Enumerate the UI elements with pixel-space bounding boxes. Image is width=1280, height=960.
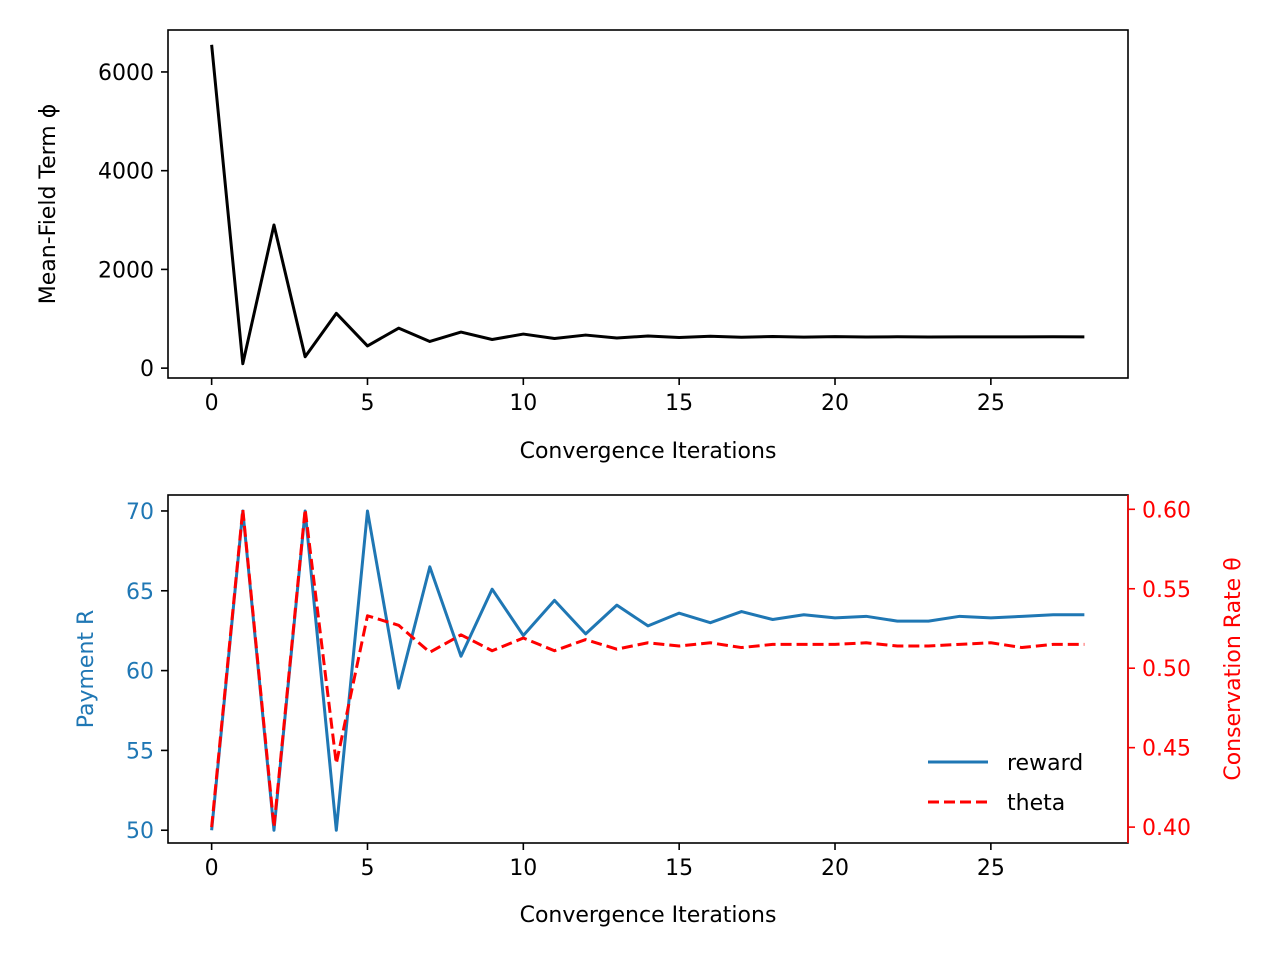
bottom-x-tick-label: 15 — [665, 856, 693, 881]
bottom-y-tick-label: 70 — [126, 500, 154, 525]
top-x-tick-label: 25 — [977, 391, 1005, 416]
bottom-right-y-axis-label: Conservation Rate θ — [1221, 557, 1246, 780]
top-x-tick-label: 15 — [665, 391, 693, 416]
bottom-y2-tick-label: 0.55 — [1142, 578, 1191, 603]
bottom-x-tick-label: 5 — [360, 856, 374, 881]
top-y-tick-label: 0 — [140, 357, 154, 382]
bottom-right-y-ticks: 0.40 0.45 0.50 0.55 0.60 — [1128, 498, 1191, 841]
bottom-x-tick-label: 0 — [205, 856, 219, 881]
bottom-chart-lines — [210, 507, 1085, 832]
bottom-x-tick-label: 25 — [977, 856, 1005, 881]
top-x-ticks: 0 5 10 15 20 25 — [205, 378, 1005, 416]
bottom-y-tick-label: 50 — [126, 819, 154, 844]
bottom-y-tick-label: 55 — [126, 739, 154, 764]
bottom-y2-tick-label: 0.50 — [1142, 657, 1191, 682]
top-y-ticks: 0 2000 4000 6000 — [98, 61, 168, 382]
bottom-y-tick-label: 60 — [126, 660, 154, 685]
top-y-tick-label: 4000 — [98, 160, 154, 185]
bottom-x-axis-label: Convergence Iterations — [520, 903, 777, 928]
bottom-x-tick-label: 10 — [509, 856, 537, 881]
bottom-y2-tick-label: 0.40 — [1142, 816, 1191, 841]
top-chart-frame — [167, 29, 1129, 379]
legend-theta-label: theta — [1007, 791, 1065, 816]
top-y-axis-label: Mean-Field Term ϕ — [36, 104, 61, 304]
bottom-y-tick-label: 65 — [126, 580, 154, 605]
bottom-x-tick-label: 20 — [821, 856, 849, 881]
top-x-tick-label: 10 — [509, 391, 537, 416]
bottom-left-y-axis-label: Payment R — [74, 610, 99, 729]
bottom-x-ticks: 0 5 10 15 20 25 — [205, 843, 1005, 881]
top-x-tick-label: 20 — [821, 391, 849, 416]
legend-reward-label: reward — [1007, 751, 1083, 776]
bottom-series-line-theta — [210, 507, 1085, 829]
legend: reward theta — [928, 751, 1083, 816]
top-x-tick-label: 0 — [205, 391, 219, 416]
top-x-axis-label: Convergence Iterations — [520, 439, 777, 464]
bottom-left-y-ticks: 50 55 60 65 70 — [126, 500, 168, 844]
bottom-y2-tick-label: 0.60 — [1142, 498, 1191, 523]
top-x-tick-label: 5 — [360, 391, 374, 416]
top-y-tick-label: 6000 — [98, 61, 154, 86]
bottom-y2-tick-label: 0.45 — [1142, 737, 1191, 762]
top-chart-panel: 0 5 10 15 20 25 0 2000 4000 6000 Convergence Ite… — [36, 29, 1129, 464]
top-y-tick-label: 2000 — [98, 258, 154, 283]
top-chart-lines — [210, 44, 1085, 366]
bottom-series-line-reward — [210, 509, 1085, 832]
top-series-line-0 — [210, 44, 1085, 366]
